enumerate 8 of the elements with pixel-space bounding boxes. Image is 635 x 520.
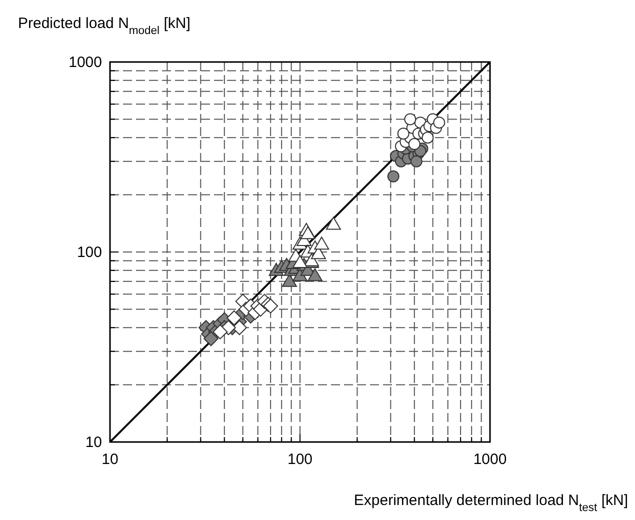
y-tick-label: 10 (85, 434, 102, 451)
x-axis-title: Experimentally determined load N$_{test}$ [kN] (354, 492, 628, 514)
y-tick-label: 100 (76, 244, 102, 261)
x-tick-label: 1000 (473, 451, 507, 468)
x-tick-label: 10 (102, 451, 118, 468)
y-tick-label: 1000 (68, 54, 102, 71)
x-tick-label: 100 (287, 451, 313, 468)
y-axis-title: Predicted load N$_{model}$ [kN] (18, 15, 190, 37)
